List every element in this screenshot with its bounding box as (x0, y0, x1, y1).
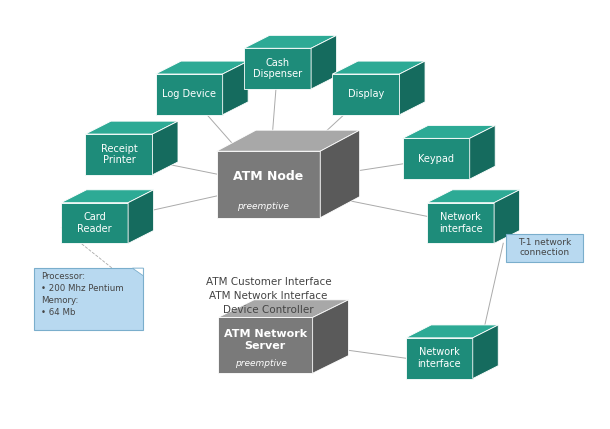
Polygon shape (320, 130, 360, 218)
Polygon shape (494, 190, 520, 244)
Polygon shape (403, 125, 495, 138)
Text: Network
interface: Network interface (439, 212, 483, 234)
Polygon shape (406, 325, 498, 338)
Polygon shape (61, 190, 154, 203)
Polygon shape (61, 203, 128, 244)
Text: Display: Display (348, 89, 384, 100)
Polygon shape (132, 268, 143, 276)
Polygon shape (470, 125, 495, 179)
Polygon shape (85, 134, 152, 175)
Text: Card
Reader: Card Reader (77, 212, 112, 234)
Polygon shape (217, 151, 320, 218)
Text: ATM Customer Interface
ATM Network Interface
Device Controller: ATM Customer Interface ATM Network Inter… (206, 277, 331, 315)
Polygon shape (312, 300, 348, 373)
Polygon shape (400, 61, 425, 115)
Polygon shape (427, 203, 494, 244)
Polygon shape (244, 35, 337, 48)
FancyBboxPatch shape (506, 234, 583, 262)
Text: ATM Node: ATM Node (233, 170, 304, 183)
Polygon shape (217, 130, 360, 151)
FancyBboxPatch shape (34, 268, 143, 330)
Text: preemptive: preemptive (235, 359, 287, 368)
Polygon shape (403, 138, 470, 179)
Polygon shape (152, 121, 178, 175)
Polygon shape (128, 190, 154, 244)
Text: Receipt
Printer: Receipt Printer (101, 144, 137, 165)
Polygon shape (218, 317, 312, 373)
Polygon shape (85, 121, 178, 134)
Polygon shape (473, 325, 498, 378)
Polygon shape (406, 338, 473, 378)
Text: Keypad: Keypad (418, 154, 454, 164)
Polygon shape (223, 61, 248, 115)
Polygon shape (156, 74, 223, 115)
Text: Processor:
• 200 Mhz Pentium
Memory:
• 64 Mb: Processor: • 200 Mhz Pentium Memory: • 6… (41, 272, 123, 317)
Text: Cash
Dispenser: Cash Dispenser (253, 58, 302, 79)
Text: Network
interface: Network interface (417, 347, 461, 369)
Text: Log Device: Log Device (162, 89, 216, 100)
Polygon shape (332, 74, 400, 115)
Polygon shape (332, 61, 425, 74)
Polygon shape (218, 300, 348, 317)
Polygon shape (311, 35, 337, 89)
Polygon shape (244, 48, 311, 89)
Text: preemptive: preemptive (237, 202, 289, 211)
Text: ATM Network
Server: ATM Network Server (224, 329, 307, 350)
Polygon shape (427, 190, 520, 203)
Polygon shape (156, 61, 248, 74)
Text: T-1 network
connection: T-1 network connection (518, 238, 571, 257)
